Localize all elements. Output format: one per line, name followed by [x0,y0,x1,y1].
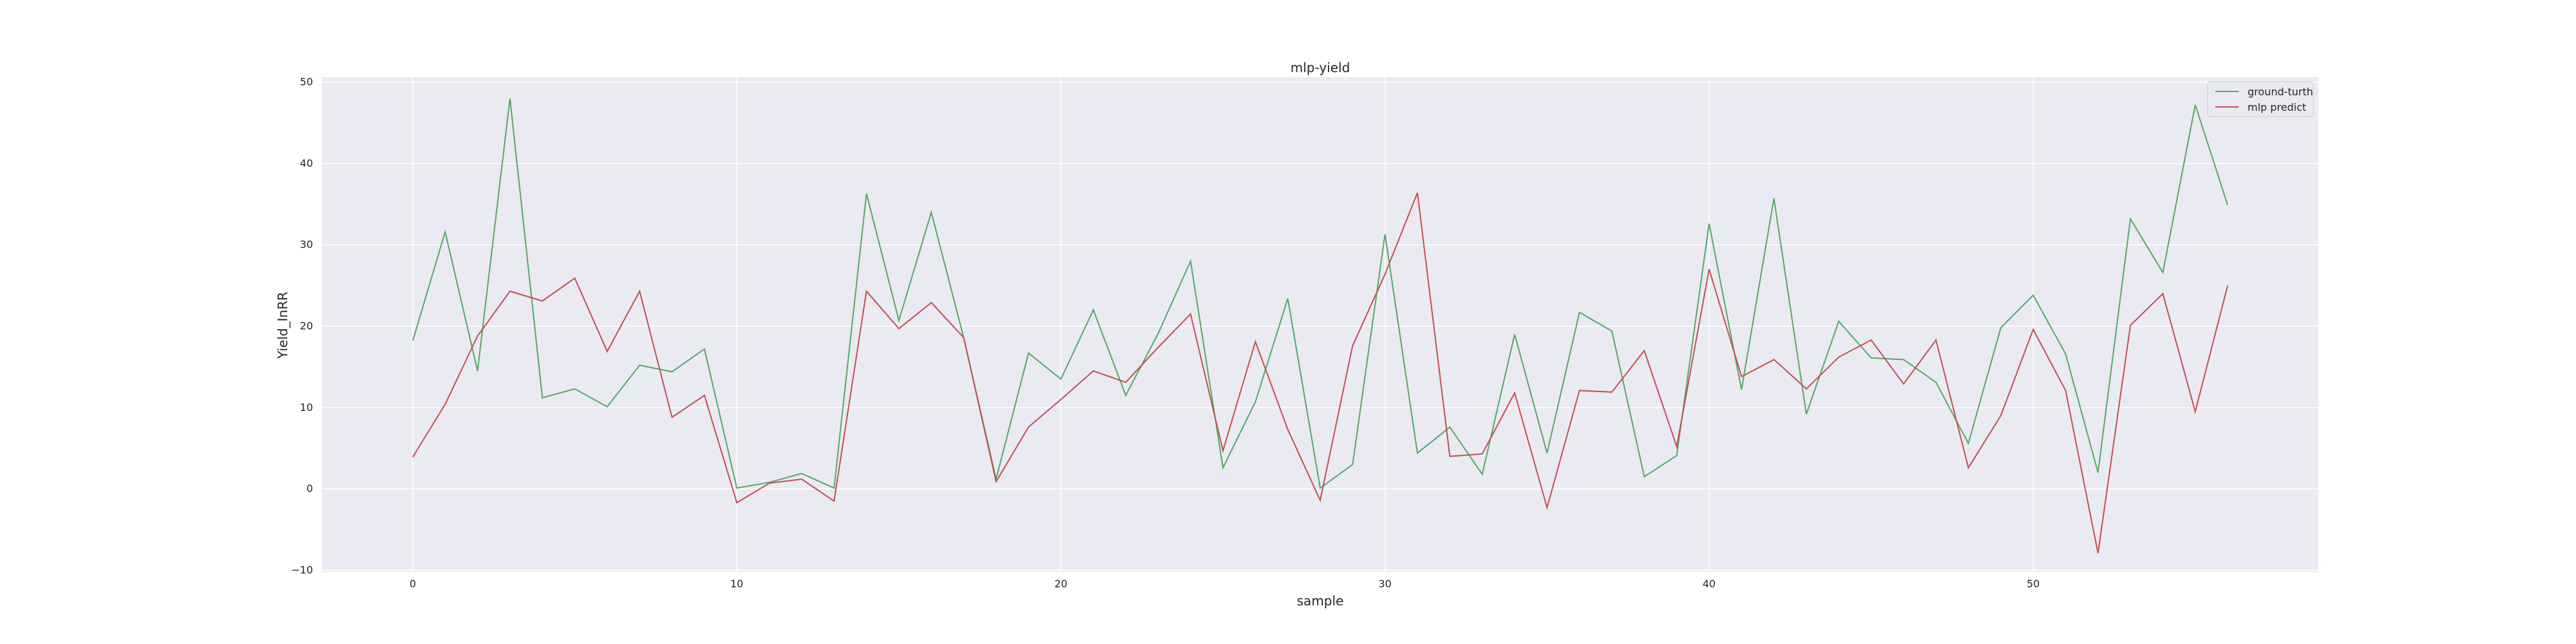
x-tick-label: 10 [730,578,743,590]
y-tick-label: 50 [300,76,313,88]
legend-label-ground-turth: ground-turth [2248,86,2313,98]
x-tick-label: 30 [1378,578,1391,590]
series-line-ground-turth [412,98,2229,489]
y-tick-label: 10 [300,401,313,413]
x-tick-label: 0 [410,578,416,590]
y-tick-label: 40 [300,157,313,169]
y-tick-label: −10 [291,564,313,576]
tick-labels: 0 10 20 30 40 50 −10 0 10 20 30 40 50 [291,76,2040,590]
y-axis-label: Yield_InRR [275,292,290,359]
x-tick-label: 50 [2027,578,2040,590]
series-line-mlp-predict [412,192,2229,554]
x-tick-label: 20 [1054,578,1067,590]
legend: ground-turth mlp predict [2207,81,2314,117]
y-tick-label: 30 [300,238,313,251]
y-tick-label: 20 [300,320,313,332]
legend-label-mlp-predict: mlp predict [2248,101,2306,113]
y-tick-label: 0 [307,482,313,495]
x-axis-label: sample [1297,593,1344,609]
grid-lines [322,77,2318,572]
legend-box [2207,81,2314,117]
chart-title: mlp-yield [1291,60,1350,75]
plot-background [322,77,2318,572]
x-tick-label: 40 [1703,578,1716,590]
series-layer [412,98,2229,554]
